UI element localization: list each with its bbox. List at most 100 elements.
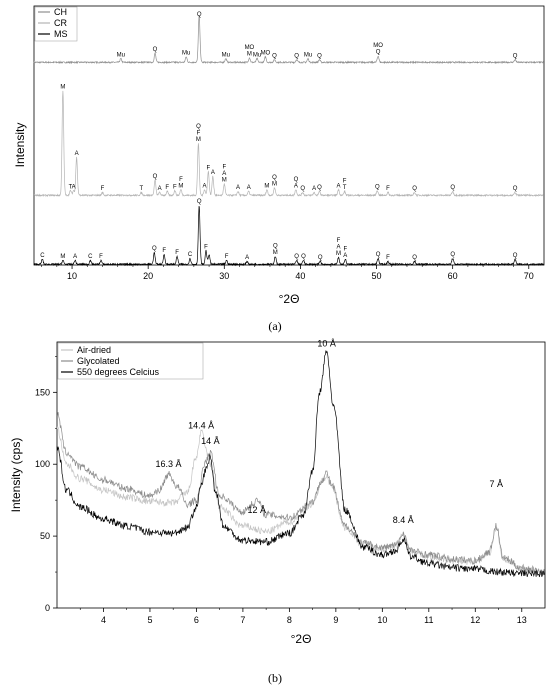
x-axis-label: °2Θ — [279, 292, 300, 306]
peak-label: T — [343, 185, 347, 191]
series-line-ch — [33, 14, 545, 65]
peak-label: A — [245, 255, 249, 261]
peak-label: Q — [273, 244, 278, 250]
y-tick-label: 0 — [45, 603, 50, 613]
peak-label: F — [173, 184, 177, 190]
x-axis-label: °2Θ — [291, 632, 312, 646]
series-line-air-dried — [56, 424, 545, 576]
peak-label: Q — [317, 185, 322, 191]
peak-label: M — [272, 181, 277, 187]
y-tick-label: 150 — [35, 387, 50, 397]
peak-label: C — [88, 254, 93, 260]
peak-label: Q — [375, 184, 380, 190]
peak-label: Q — [513, 253, 518, 259]
peak-label: Q — [300, 186, 305, 192]
peak-label: F — [206, 165, 210, 171]
y-tick-label: 100 — [35, 459, 50, 469]
peak-label: F — [343, 247, 347, 253]
series-line-cr — [33, 90, 545, 198]
peak-label: C — [188, 252, 193, 258]
peak-label: F — [386, 255, 390, 261]
peak-label: Q — [301, 254, 306, 260]
peak-label: A — [294, 183, 298, 189]
peak-label: F — [222, 165, 226, 171]
peak-label: A — [336, 183, 340, 189]
peak-label: F — [225, 254, 229, 260]
peak-label: Q — [272, 53, 277, 59]
x-tick-label: 7 — [240, 615, 245, 625]
peak-label: M — [222, 178, 227, 184]
peak-label: A — [236, 185, 240, 191]
peak-label: M — [273, 250, 278, 256]
peak-label: F — [165, 185, 169, 191]
peak-label: Q — [376, 252, 381, 258]
plot-frame-b — [56, 341, 546, 609]
x-tick-label: 12 — [470, 615, 480, 625]
peak-label: M — [60, 254, 65, 260]
peak-label: F — [204, 244, 208, 250]
peak-label: F — [337, 238, 341, 244]
peak-label: F — [101, 186, 105, 192]
x-tick-label: 10 — [67, 271, 77, 281]
y-axis-label: Intensity (cps) — [9, 438, 23, 513]
x-tick-label: 8 — [287, 615, 292, 625]
peak-label: A — [312, 186, 316, 192]
peak-annotation: 7 Å — [489, 479, 503, 489]
peak-label: M — [264, 183, 269, 189]
peak-annotation: 12 Å — [248, 505, 267, 515]
x-tick-label: 5 — [147, 615, 152, 625]
peak-annotation: 14.4 Å — [188, 420, 214, 430]
peak-label: F — [197, 130, 201, 136]
legend-label-cr: CR — [54, 18, 67, 28]
peak-label: A — [343, 253, 347, 259]
peak-label: A — [222, 171, 226, 177]
peak-label: Q — [272, 175, 277, 181]
peak-label: MO — [245, 45, 255, 51]
peak-label: T — [69, 184, 73, 190]
peak-label: M — [178, 183, 183, 189]
series-line-550-degrees-celcius — [56, 350, 545, 578]
x-tick-label: 6 — [194, 615, 199, 625]
peak-label: Mu — [222, 52, 230, 58]
peak-label: F — [386, 186, 390, 192]
x-tick-label: 20 — [143, 271, 153, 281]
peak-label: A — [158, 186, 162, 192]
peak-label: A — [336, 245, 340, 251]
x-tick-label: 9 — [333, 615, 338, 625]
peak-label: Q — [152, 246, 157, 252]
peak-label: F — [162, 248, 166, 254]
peak-annotation: 8.4 Å — [393, 515, 414, 525]
x-tick-label: 40 — [295, 271, 305, 281]
peak-label: Q — [317, 53, 322, 59]
peak-annotation: 10 Å — [317, 338, 336, 348]
peak-label: F — [179, 177, 183, 183]
peak-label: Q — [513, 53, 518, 59]
caption-a: (a) — [268, 319, 281, 333]
x-tick-label: 60 — [448, 271, 458, 281]
legend-label: Air-dried — [77, 345, 111, 355]
peak-label: Q — [412, 255, 417, 261]
peak-label: M — [336, 251, 341, 257]
peak-label: M — [196, 137, 201, 143]
peak-label: Q — [412, 186, 417, 192]
peak-label: Mu — [304, 52, 312, 58]
legend-label: Glycolated — [77, 356, 120, 366]
plot-frame-a — [33, 5, 545, 266]
peak-label: Q — [318, 255, 323, 261]
peak-label: Q — [450, 252, 455, 258]
x-tick-label: 11 — [424, 615, 433, 625]
peak-label: A — [73, 254, 77, 260]
peak-label: F — [99, 254, 103, 260]
x-tick-label: 70 — [524, 271, 534, 281]
peak-label: Q — [197, 12, 202, 18]
peak-label: Q — [513, 186, 518, 192]
legend-label-ms: MS — [54, 29, 68, 39]
x-tick-label: 30 — [219, 271, 229, 281]
peak-label: M — [247, 52, 252, 58]
x-tick-label: 4 — [101, 615, 106, 625]
y-tick-label: 50 — [40, 531, 50, 541]
